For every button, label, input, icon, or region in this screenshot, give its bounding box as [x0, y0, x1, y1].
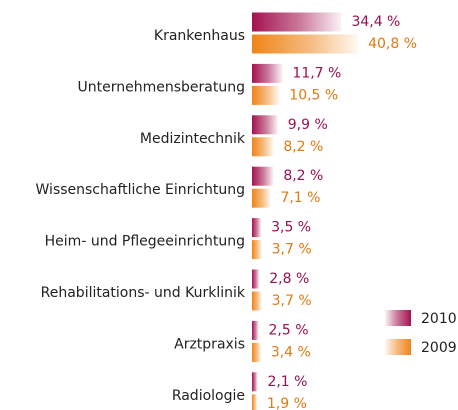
- bar: [252, 85, 280, 105]
- legend-label: 2010: [421, 311, 457, 327]
- value-label: 10,5 %: [289, 87, 338, 103]
- bar: [252, 12, 342, 32]
- value-label: 3,4 %: [271, 344, 311, 360]
- value-label: 3,7 %: [272, 242, 312, 258]
- value-label: 2,1 %: [267, 374, 307, 390]
- bar: [252, 63, 283, 83]
- category-label: Unternehmensberatung: [78, 79, 245, 95]
- bar: [252, 34, 359, 54]
- value-label: 7,1 %: [280, 190, 320, 206]
- category-label: Rehabilitations- und Kurklinik: [41, 285, 246, 301]
- value-label: 2,5 %: [269, 322, 309, 338]
- bar: [252, 115, 278, 135]
- category-label: Medizintechnik: [140, 131, 246, 147]
- value-label: 8,2 %: [283, 139, 323, 155]
- value-label: 40,8 %: [368, 36, 417, 52]
- category-label: Heim- und Pflegeeinrichtung: [45, 234, 245, 250]
- bar: [252, 218, 262, 238]
- bar: [252, 320, 259, 340]
- value-label: 1,9 %: [267, 396, 307, 410]
- bar: [252, 240, 262, 260]
- value-label: 34,4 %: [351, 14, 400, 30]
- bar: [252, 342, 261, 362]
- bar: [252, 394, 257, 410]
- bar: [252, 291, 262, 311]
- category-label: Radiologie: [172, 388, 245, 404]
- bar: [252, 137, 274, 157]
- category-label: Arztpraxis: [174, 336, 245, 352]
- category-label: Wissenschaftliche Einrichtung: [36, 182, 245, 198]
- value-label: 11,7 %: [292, 65, 341, 81]
- legend-label: 2009: [421, 340, 457, 356]
- bar: [252, 166, 274, 186]
- value-label: 3,7 %: [272, 293, 312, 309]
- value-label: 3,5 %: [271, 220, 311, 236]
- bar: [252, 269, 260, 289]
- bar: [252, 188, 271, 208]
- value-label: 9,9 %: [288, 117, 328, 133]
- legend-swatch: [385, 310, 411, 326]
- bar: [252, 372, 258, 392]
- value-label: 2,8 %: [269, 271, 309, 287]
- legend-swatch: [385, 339, 411, 355]
- category-label: Krankenhaus: [154, 28, 245, 44]
- value-label: 8,2 %: [283, 168, 323, 184]
